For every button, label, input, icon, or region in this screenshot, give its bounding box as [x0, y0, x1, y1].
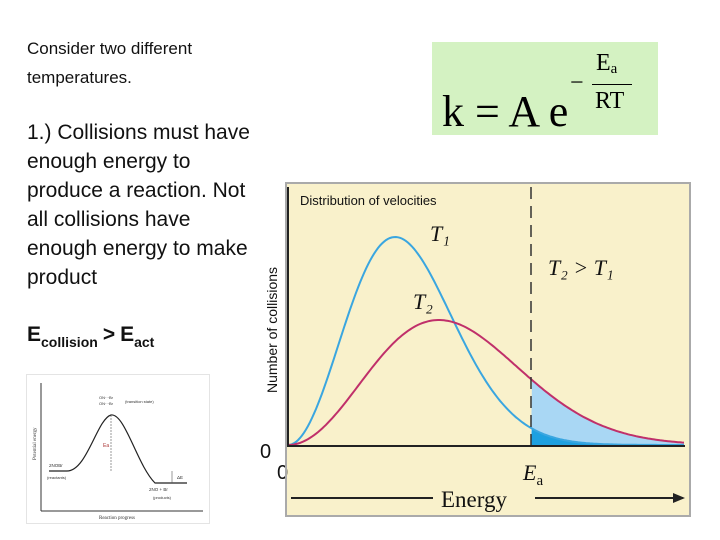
- t1-label: T₁: [430, 221, 450, 246]
- act-subscript: act: [134, 334, 155, 350]
- energy-comparison: Ecollision > Eact: [27, 323, 154, 350]
- numerator-e: E: [596, 50, 611, 76]
- ea-axis-label: Ea: [522, 460, 543, 489]
- ea-axis-e: E: [522, 460, 537, 485]
- curve-t1: [287, 235, 684, 446]
- temperature-annotation: T₂ > T₁: [548, 255, 614, 280]
- arrhenius-formula: k = A e − Ea RT: [432, 42, 658, 136]
- ea-label: Ea: [103, 443, 109, 449]
- numerator-sub: a: [610, 61, 618, 77]
- chart-background: [286, 183, 690, 516]
- curve-t2: [287, 319, 685, 446]
- collision-subscript: collision: [41, 334, 98, 350]
- formula-denominator: RT: [595, 88, 625, 114]
- diagram-y-label: Potential energy: [33, 427, 38, 460]
- chart-frame: [285, 182, 691, 517]
- y-zero-label: 0: [260, 441, 271, 463]
- velocity-distribution-chart: Distribution of velocities T₁ T₂ T₂ > T₁…: [255, 175, 695, 525]
- formula-minus: −: [570, 70, 584, 96]
- formula-lhs: k = A e: [442, 87, 569, 136]
- x-axis-label: Energy: [441, 487, 508, 512]
- greater-than: >: [102, 323, 116, 346]
- ts-label-2: ON···Br: [99, 401, 114, 406]
- ea-axis-sub: a: [536, 473, 543, 489]
- energy-profile-curve: [49, 414, 187, 484]
- area-t2-beyond-ea: [531, 380, 684, 445]
- collision-point-text: 1.) Collisions must have enough energy t…: [27, 121, 250, 289]
- reactants-label: (reactants): [47, 475, 67, 480]
- chart-svg: Distribution of velocities T₁ T₂ T₂ > T₁…: [260, 182, 691, 517]
- formula-numerator: Ea: [596, 50, 617, 78]
- chart-title: Distribution of velocities: [300, 193, 437, 208]
- x-zero-label: 0: [277, 462, 288, 484]
- reaction-energy-diagram: Potential energy Reaction progress ON···…: [26, 374, 210, 524]
- area-t1-beyond-ea: [531, 428, 684, 445]
- intro-text: Consider two different temperatures.: [27, 39, 193, 87]
- ts-label-1: ON···Br: [99, 395, 114, 400]
- ts-label-3: (transition state): [125, 399, 154, 404]
- diagram-x-label: Reaction progress: [99, 516, 135, 521]
- fraction-bar: [592, 84, 632, 85]
- delta-e-label: ΔE: [177, 475, 183, 480]
- products-label: (products): [153, 495, 172, 500]
- e-symbol-2: E: [120, 323, 135, 346]
- e-symbol: E: [27, 323, 42, 346]
- reactants-formula: 2NOBr: [49, 463, 63, 468]
- t2-label: T₂: [413, 289, 433, 314]
- energy-arrow-head: [673, 493, 685, 503]
- products-formula: 2NO + Br: [149, 487, 168, 492]
- energy-diagram-svg: Potential energy Reaction progress ON···…: [33, 383, 203, 521]
